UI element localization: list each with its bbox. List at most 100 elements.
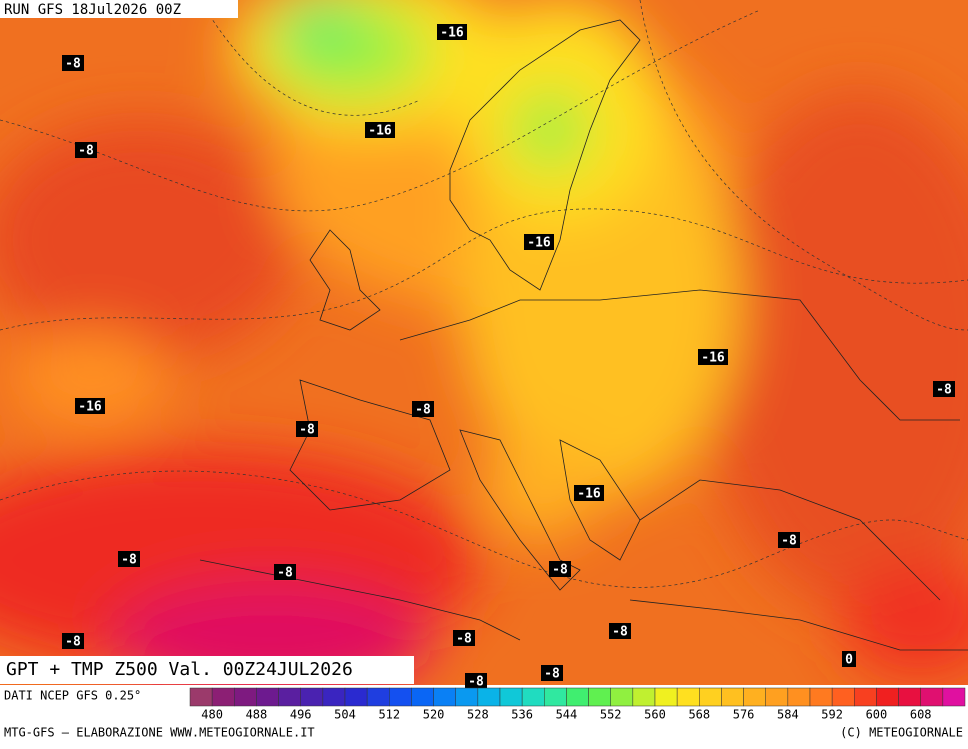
colorbar-swatch (632, 687, 656, 707)
label-box (933, 381, 955, 397)
colorbar-swatch (544, 687, 567, 707)
label-text: -8 (456, 632, 472, 647)
label-text: -8 (781, 534, 797, 549)
colorbar-label: 576 (733, 708, 755, 722)
label-box (75, 142, 97, 158)
contour-label: -8 (75, 142, 97, 159)
label-box (118, 551, 140, 567)
colorbar-swatch (278, 687, 301, 707)
colorbar-swatch (765, 687, 789, 707)
label-box (698, 349, 728, 365)
run-label: RUN GFS 18Jul2026 00Z (4, 2, 181, 18)
source-label: DATI NCEP GFS 0.25° (4, 689, 141, 703)
colorbar-swatch (654, 687, 678, 707)
colorbar-swatch (433, 687, 456, 707)
label-box (541, 665, 563, 681)
colorbar-label: 592 (821, 708, 843, 722)
contour-label: 0 (842, 651, 856, 668)
label-text: -8 (612, 625, 628, 640)
colorbar-label: 504 (334, 708, 356, 722)
label-text: -16 (527, 236, 551, 251)
colorbar-swatch (809, 687, 833, 707)
contour-label: -8 (609, 623, 631, 640)
contour-label: -16 (437, 24, 467, 41)
colorbar-swatch (610, 687, 634, 707)
colorbar-swatch (588, 687, 611, 707)
colorbar-swatch (366, 687, 390, 707)
contour-label: -8 (549, 561, 571, 578)
contour-label: -8 (296, 421, 318, 438)
contour-label: -8 (465, 673, 487, 690)
label-text: -8 (299, 423, 315, 438)
contour-label: -8 (274, 564, 296, 581)
colorbar-swatch (942, 687, 966, 707)
colorbar-swatch (234, 687, 257, 707)
colorbar-swatch (189, 687, 213, 707)
contour-label: -8 (453, 630, 475, 647)
colorbar-swatch (699, 687, 722, 707)
colorbar-swatch (920, 687, 944, 707)
label-text: -8 (552, 563, 568, 578)
label-box (62, 55, 84, 71)
label-box (778, 532, 800, 548)
label-text: -8 (415, 403, 431, 418)
contour-label: -16 (698, 349, 728, 366)
colorbar-label: 488 (246, 708, 268, 722)
label-text: -8 (121, 553, 137, 568)
label-box (296, 421, 318, 437)
label-box (842, 651, 856, 667)
colorbar-swatch (322, 687, 346, 707)
label-text: 0 (845, 653, 853, 668)
label-box (412, 401, 434, 417)
colorbar-label: 560 (644, 708, 666, 722)
label-text: -16 (701, 351, 725, 366)
colorbar-label: 544 (556, 708, 578, 722)
label-box (453, 630, 475, 646)
label-text: -8 (78, 144, 94, 159)
contour-label: -8 (541, 665, 563, 682)
label-text: -16 (440, 26, 464, 41)
colorbar: 480 488 496 504 512 520 528 536 544 552 560 568 576 5… (189, 687, 966, 722)
label-box (465, 673, 487, 689)
colorbar-swatch (676, 687, 700, 707)
colorbar-label: 496 (290, 708, 312, 722)
colorbar-swatch (854, 687, 877, 707)
colorbar-swatch (831, 687, 855, 707)
label-box (437, 24, 467, 40)
colorbar-swatch (256, 687, 279, 707)
colorbar-label: 480 (201, 708, 223, 722)
label-box (62, 633, 84, 649)
map-field (0, 0, 968, 685)
title-box (0, 656, 414, 684)
label-text: -16 (368, 124, 392, 139)
colorbar-swatch (787, 687, 811, 707)
label-box (274, 564, 296, 580)
colorbar-label: 600 (866, 708, 888, 722)
contour-label: -16 (574, 485, 604, 502)
label-text: -8 (65, 57, 81, 72)
contour-labels: -16 -8 -16 -8 -16 -16 -8 -16 -8 -8 -16 -8 -8 -8 -8 -8 -8… (62, 24, 955, 690)
contour-label: -16 (524, 234, 554, 251)
colorbar-label: 568 (688, 708, 710, 722)
copyright-label: (C) METEOGIORNALE (840, 726, 963, 740)
colorbar-swatch (499, 687, 523, 707)
colorbar-swatch (898, 687, 921, 707)
contour-label: -8 (62, 633, 84, 650)
contour-label: -8 (933, 381, 955, 398)
colorbar-swatch (455, 687, 479, 707)
colorbar-swatch (876, 687, 899, 707)
contour-label: -16 (75, 398, 105, 415)
contour-label: -8 (778, 532, 800, 549)
label-text: -8 (544, 667, 560, 682)
label-text: -8 (65, 635, 81, 650)
colorbar-label: 536 (511, 708, 533, 722)
colorbar-swatch (344, 687, 368, 707)
label-text: -16 (577, 487, 601, 502)
label-box (574, 485, 604, 501)
colorbar-swatch (411, 687, 434, 707)
colorbar-swatch (300, 687, 324, 707)
credit-label: MTG-GFS — ELABORAZIONE WWW.METEOGIORNALE… (4, 726, 315, 740)
colorbar-swatch (566, 687, 589, 707)
map-title: GPT + TMP Z500 Val. 00Z24JUL2026 (6, 659, 353, 680)
